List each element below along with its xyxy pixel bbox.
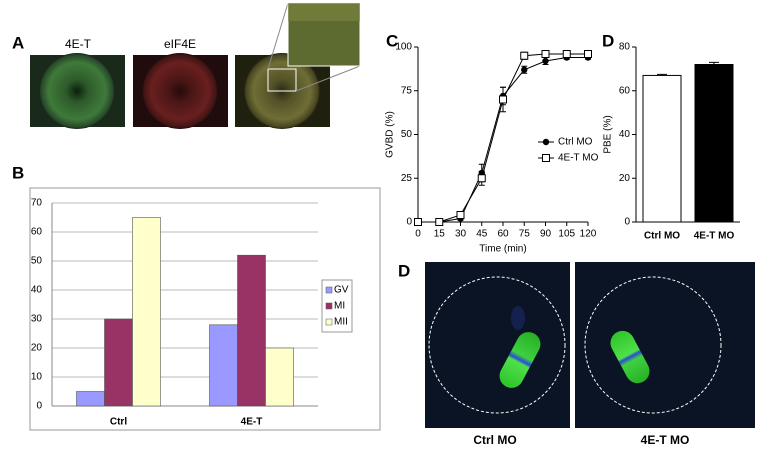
legend-marker <box>542 138 550 146</box>
micrograph <box>425 262 570 428</box>
zoom-line <box>267 2 289 70</box>
bar <box>642 74 682 223</box>
x-tick-label: 75 <box>519 229 531 240</box>
bar <box>265 347 294 407</box>
legend-swatch <box>325 286 333 294</box>
y-tick-label: 20 <box>619 173 631 184</box>
y-tick-label: 100 <box>395 42 412 53</box>
x-tick-label: 0 <box>415 229 421 240</box>
bar <box>132 217 161 407</box>
panel-letter: B <box>12 163 24 182</box>
marker <box>542 57 549 65</box>
x-tick-label: 4E-T <box>241 417 263 428</box>
y-tick-label: 0 <box>406 217 412 228</box>
legend-marker <box>542 154 550 162</box>
image-label: eIF4E <box>164 37 196 51</box>
y-tick-label: 10 <box>31 372 43 383</box>
error-bar <box>657 73 667 76</box>
x-tick-label: Ctrl MO <box>644 231 680 242</box>
y-tick-label: 40 <box>31 285 43 296</box>
zoom-box <box>267 68 297 92</box>
inset-edge <box>288 3 360 21</box>
marker <box>414 218 422 226</box>
x-axis-title: Time (min) <box>479 244 526 255</box>
x-tick-label: 105 <box>558 229 575 240</box>
y-axis-title: PBE (%) <box>603 115 614 153</box>
x-tick-label: 60 <box>497 229 509 240</box>
marker <box>562 50 571 58</box>
marker <box>541 50 550 58</box>
y-tick-label: 50 <box>31 256 43 267</box>
marker <box>435 218 444 226</box>
bar <box>237 254 266 407</box>
panel-letter: D <box>602 31 614 50</box>
panel-letter: D <box>398 261 410 280</box>
y-tick-label: 40 <box>619 129 631 140</box>
legend-swatch <box>325 302 333 310</box>
x-tick-label: 30 <box>455 229 467 240</box>
image-label: Ctrl MO <box>473 433 516 447</box>
y-tick-label: 75 <box>401 85 413 96</box>
oocyte <box>39 53 115 129</box>
marker <box>456 211 465 219</box>
marker <box>584 50 592 58</box>
panel-letter: A <box>12 33 24 52</box>
marker <box>520 51 529 60</box>
y-tick-label: 60 <box>31 227 43 238</box>
y-tick-label: 60 <box>619 85 631 96</box>
bar <box>104 318 133 407</box>
oocyte-outline <box>428 276 566 414</box>
bar <box>209 324 238 407</box>
y-tick-label: 0 <box>36 401 42 412</box>
legend-swatch <box>325 318 333 326</box>
legend-label: MI <box>334 301 345 312</box>
legend-label: GV <box>334 285 349 296</box>
zoom-line <box>295 65 361 92</box>
panel-letter: C <box>386 31 398 50</box>
x-tick-label: 120 <box>580 229 597 240</box>
micrograph <box>575 262 755 428</box>
image-label: 4E-T MO <box>641 433 690 447</box>
marker <box>477 174 486 183</box>
oocyte <box>142 53 218 129</box>
y-tick-label: 50 <box>401 129 413 140</box>
x-tick-label: Ctrl <box>110 417 127 428</box>
x-tick-label: 45 <box>476 229 488 240</box>
y-tick-label: 20 <box>31 343 43 354</box>
bar <box>76 391 105 407</box>
error-bar <box>709 61 719 65</box>
marker <box>499 95 507 104</box>
x-tick-label: 15 <box>434 229 446 240</box>
y-axis-title: GVBD (%) <box>385 111 396 158</box>
image-label: 4E-T <box>65 37 92 51</box>
y-tick-label: 80 <box>619 42 631 53</box>
y-tick-label: 0 <box>624 217 630 228</box>
chromatin <box>511 306 525 330</box>
y-tick-label: 25 <box>401 173 413 184</box>
legend-label: MII <box>334 317 348 328</box>
x-tick-label: 4E-T MO <box>694 231 735 242</box>
oocyte-outline <box>584 276 722 414</box>
spindle <box>610 330 650 384</box>
y-tick-label: 30 <box>31 314 43 325</box>
x-tick-label: 90 <box>540 229 552 240</box>
bar <box>694 64 734 223</box>
marker <box>521 66 528 73</box>
spindle <box>499 332 541 388</box>
legend-label: 4E-T MO <box>558 153 599 164</box>
legend-label: Ctrl MO <box>558 137 593 148</box>
y-tick-label: 70 <box>31 198 43 209</box>
